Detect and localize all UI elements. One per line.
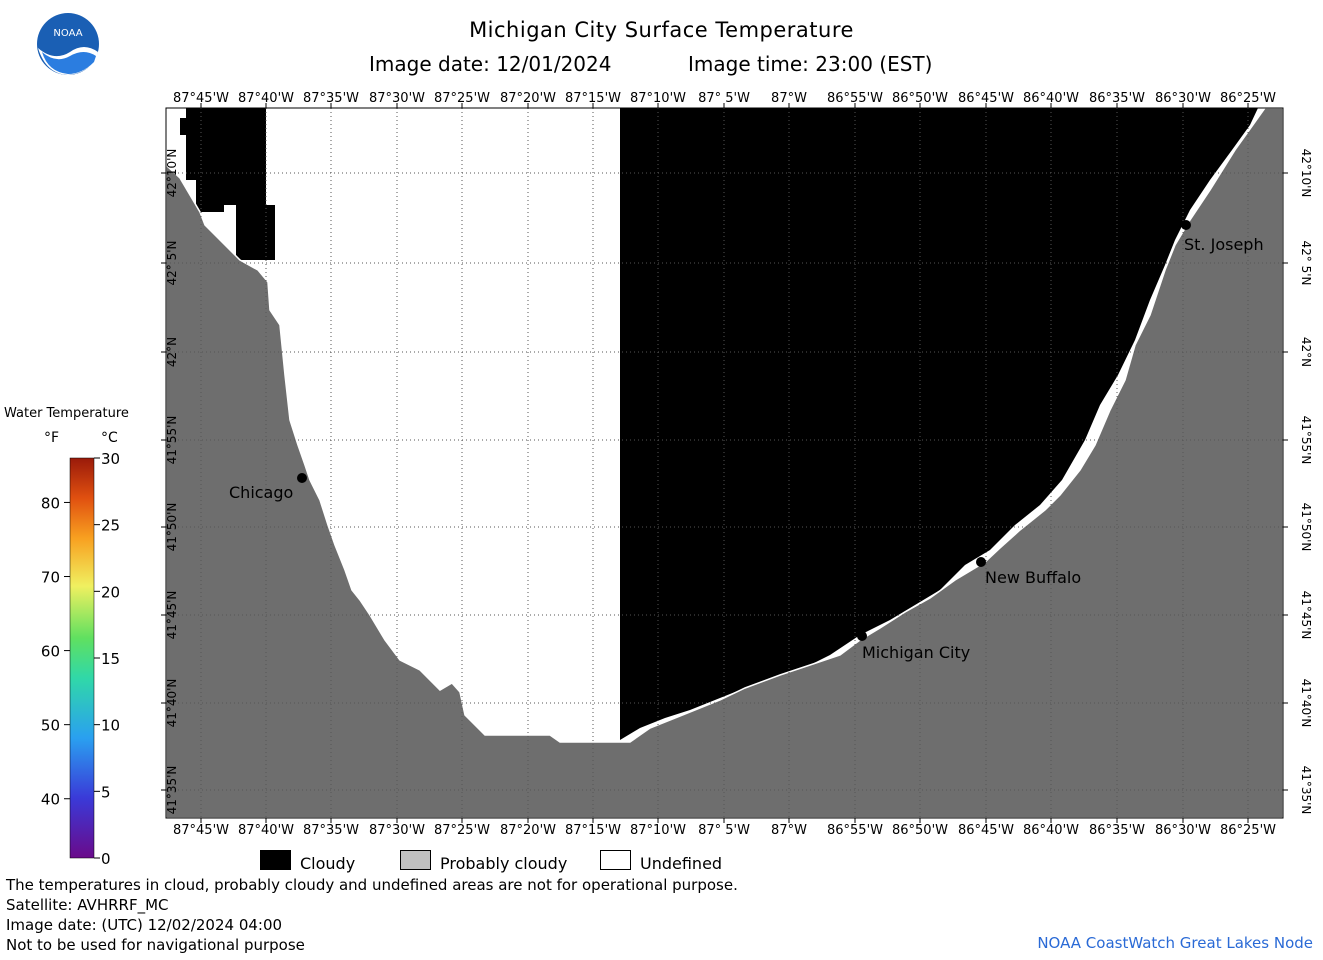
- longitude-label-top: 87°25'W: [434, 91, 490, 106]
- latitude-label-right: 42° 5'N: [1299, 241, 1313, 286]
- colorbar-gradient: [69, 457, 95, 859]
- longitude-label-bottom: 86°25'W: [1220, 823, 1276, 838]
- longitude-label-bottom: 87°45'W: [173, 823, 229, 838]
- longitude-label-top: 86°25'W: [1220, 91, 1276, 106]
- colorbar-label-c: 15: [101, 650, 120, 668]
- latitude-label-right: 41°35'N: [1299, 766, 1313, 815]
- longitude-label-top: 86°30'W: [1155, 91, 1211, 106]
- longitude-label-bottom: 86°55'W: [827, 823, 883, 838]
- key-label-cloudy: Cloudy: [300, 854, 356, 873]
- latitude-label-left: 41°40'N: [165, 679, 179, 728]
- city-label-st-joseph: St. Joseph: [1184, 235, 1264, 254]
- longitude-label-bottom: 86°40'W: [1023, 823, 1079, 838]
- key-label-probably-cloudy: Probably cloudy: [440, 854, 568, 873]
- longitude-label-top: 87°45'W: [173, 91, 229, 106]
- longitude-label-bottom: 87°W: [771, 823, 807, 838]
- city-marker-michigan-city: [857, 631, 867, 641]
- city-label-chicago: Chicago: [229, 483, 293, 502]
- longitude-label-bottom: 87° 5'W: [698, 823, 750, 838]
- colorbar-label-c: 25: [101, 517, 120, 535]
- city-label-michigan-city: Michigan City: [862, 643, 970, 662]
- longitude-label-top: 87°30'W: [369, 91, 425, 106]
- latitude-label-left: 41°35'N: [165, 766, 179, 815]
- colorbar-label-f: 60: [41, 643, 60, 661]
- longitude-label-bottom: 87°10'W: [630, 823, 686, 838]
- key-swatch-cloudy: [260, 850, 291, 870]
- longitude-label-bottom: 86°30'W: [1155, 823, 1211, 838]
- latitude-label-left: 42°10'N: [165, 149, 179, 198]
- map-title: Michigan City Surface Temperature: [469, 18, 854, 42]
- longitude-label-bottom: 87°25'W: [434, 823, 490, 838]
- longitude-label-top: 86°50'W: [892, 91, 948, 106]
- colorbar-unit-f: °F: [44, 430, 60, 446]
- colorbar-label-c: 30: [101, 450, 120, 468]
- credit-link[interactable]: NOAA CoastWatch Great Lakes Node: [1037, 934, 1313, 952]
- colorbar-label-c: 5: [101, 783, 111, 801]
- longitude-label-bottom: 87°35'W: [303, 823, 359, 838]
- colorbar-label-f: 80: [41, 494, 60, 512]
- longitude-label-bottom: 86°45'W: [958, 823, 1014, 838]
- longitude-label-bottom: 87°30'W: [369, 823, 425, 838]
- key-label-undefined: Undefined: [640, 854, 723, 873]
- longitude-label-top: 87°40'W: [238, 91, 294, 106]
- land-area: [165, 107, 1284, 819]
- footer-disclaimer: The temperatures in cloud, probably clou…: [6, 876, 738, 894]
- longitude-label-bottom: 86°50'W: [892, 823, 948, 838]
- image-date: Image date: 12/01/2024: [369, 52, 612, 76]
- longitude-label-top: 87°35'W: [303, 91, 359, 106]
- longitude-label-top: 87°10'W: [630, 91, 686, 106]
- latitude-label-left: 41°55'N: [165, 416, 179, 465]
- colorbar-unit-c: °C: [101, 430, 118, 446]
- longitude-label-top: 86°45'W: [958, 91, 1014, 106]
- cloudy-lake-area: [620, 108, 1258, 740]
- longitude-label-bottom: 87°40'W: [238, 823, 294, 838]
- longitude-label-top: 86°35'W: [1089, 91, 1145, 106]
- longitude-label-top: 87°15'W: [565, 91, 621, 106]
- latitude-label-left: 42°N: [165, 337, 179, 367]
- colorbar-title: Water Temperature: [4, 406, 129, 421]
- latitude-label-left: 42° 5'N: [165, 241, 179, 286]
- svg-text:NOAA: NOAA: [53, 28, 82, 39]
- latitude-label-right: 41°50'N: [1299, 503, 1313, 552]
- longitude-label-top: 87°W: [771, 91, 807, 106]
- longitude-label-top: 87°20'W: [500, 91, 556, 106]
- latitude-label-left: 41°45'N: [165, 591, 179, 640]
- latitude-label-right: 42°10'N: [1299, 149, 1313, 198]
- colorbar-label-c: 0: [101, 850, 111, 868]
- latitude-label-right: 41°55'N: [1299, 416, 1313, 465]
- longitude-label-top: 86°55'W: [827, 91, 883, 106]
- temperature-colorbar: 0 5 10 15 20 25 30 40 50 60 70 80: [41, 450, 120, 868]
- key-swatch-probably-cloudy: [400, 850, 431, 870]
- colorbar-label-c: 20: [101, 583, 120, 601]
- colorbar-label-f: 40: [41, 791, 60, 809]
- longitude-label-bottom: 86°35'W: [1089, 823, 1145, 838]
- colorbar-label-f: 70: [41, 569, 60, 587]
- key-swatch-undefined: [600, 850, 631, 870]
- city-marker-chicago: [297, 473, 307, 483]
- longitude-label-bottom: 87°15'W: [565, 823, 621, 838]
- city-marker-new-buffalo: [976, 557, 986, 567]
- colorbar-label-f: 50: [41, 717, 60, 735]
- longitude-label-bottom: 87°20'W: [500, 823, 556, 838]
- cloudy-northwest-patch: [180, 108, 275, 260]
- footer-satellite: Satellite: AVHRRF_MC: [6, 896, 169, 914]
- latitude-label-right: 41°45'N: [1299, 591, 1313, 640]
- longitude-label-top: 86°40'W: [1023, 91, 1079, 106]
- city-label-new-buffalo: New Buffalo: [985, 568, 1081, 587]
- colorbar-label-c: 10: [101, 717, 120, 735]
- latitude-label-left: 41°50'N: [165, 503, 179, 552]
- footer-navigation-warning: Not to be used for navigational purpose: [6, 936, 305, 954]
- city-marker-st-joseph: [1181, 220, 1191, 230]
- latitude-label-right: 42°N: [1299, 337, 1313, 367]
- longitude-label-top: 87° 5'W: [698, 91, 750, 106]
- footer-utc-date: Image date: (UTC) 12/02/2024 04:00: [6, 916, 283, 934]
- latitude-label-right: 41°40'N: [1299, 679, 1313, 728]
- image-time: Image time: 23:00 (EST): [688, 52, 933, 76]
- noaa-logo: NOAA: [37, 13, 99, 75]
